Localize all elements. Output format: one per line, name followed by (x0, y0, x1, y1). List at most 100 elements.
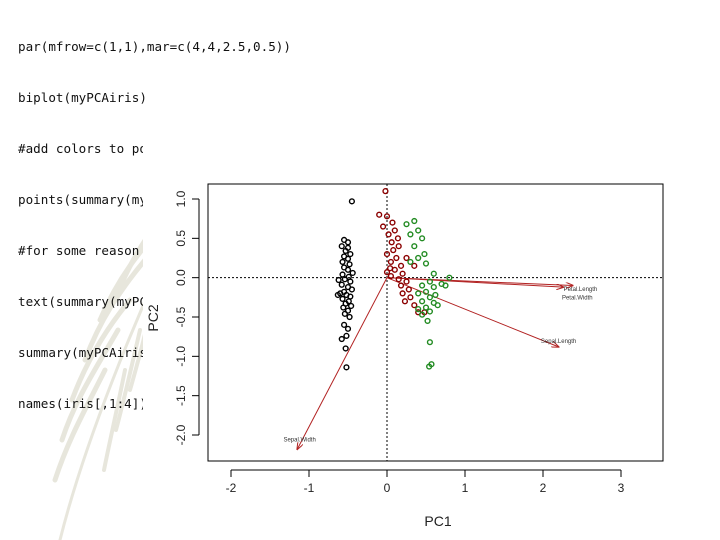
data-point-virginica (426, 339, 434, 346)
code-line: par(mfrow=c(1,1),mar=c(4,4,2.5,0.5)) (18, 39, 291, 54)
data-point-virginica (426, 308, 434, 315)
x-tick-label: -1 (304, 481, 315, 495)
data-point-virginica (422, 288, 430, 295)
data-point-virginica (411, 243, 418, 250)
data-point-setosa (344, 266, 352, 273)
data-point-setosa (349, 269, 356, 277)
data-point-versicolor (395, 276, 402, 283)
data-point-versicolor (380, 223, 387, 230)
data-point-versicolor (391, 227, 398, 234)
data-point-setosa (347, 250, 354, 258)
x-tick-label: 3 (618, 481, 625, 495)
data-point-versicolor (397, 262, 405, 269)
data-point-virginica (430, 284, 437, 291)
data-point-virginica (411, 217, 418, 225)
loading-arrow (386, 277, 559, 347)
data-point-versicolor (385, 231, 392, 238)
data-point-versicolor (383, 250, 391, 258)
loading-arrow (386, 277, 563, 287)
data-point-setosa (335, 276, 342, 284)
data-point-setosa (348, 286, 356, 293)
data-point-setosa (339, 258, 346, 266)
y-tick-label: -0.5 (174, 306, 188, 327)
data-point-virginica (415, 290, 422, 297)
data-point-setosa (348, 198, 356, 205)
loading-label: Petal.Width (562, 296, 593, 302)
data-point-versicolor (395, 243, 402, 250)
data-point-versicolor (389, 219, 396, 226)
data-point-virginica (415, 254, 422, 262)
data-point-versicolor (407, 294, 414, 301)
data-point-setosa (346, 313, 353, 321)
data-point-versicolor (403, 278, 410, 285)
data-point-setosa (344, 307, 352, 314)
data-point-virginica (426, 278, 434, 285)
data-point-setosa (343, 364, 350, 371)
data-point-virginica (415, 306, 422, 313)
data-point-versicolor (411, 302, 418, 309)
data-point-versicolor (388, 239, 395, 246)
data-point-setosa (338, 335, 345, 343)
data-point-versicolor (401, 298, 409, 305)
data-point-virginica (419, 298, 426, 305)
data-point-versicolor (399, 290, 406, 297)
data-point-virginica (430, 270, 437, 277)
data-point-versicolor (403, 254, 410, 262)
loading-arrow (297, 277, 388, 449)
y-tick-label: 0.0 (174, 269, 188, 286)
data-point-versicolor (411, 262, 418, 269)
data-point-virginica (403, 221, 410, 228)
data-point-setosa (344, 239, 352, 246)
y-tick-label: -1.0 (174, 346, 188, 367)
y-tick-label: -2.0 (174, 424, 188, 445)
data-point-setosa (342, 247, 349, 255)
data-point-setosa (346, 261, 353, 268)
data-point-virginica (407, 231, 414, 238)
data-point-versicolor (397, 282, 405, 289)
data-point-versicolor (405, 286, 412, 293)
data-point-virginica (442, 282, 449, 289)
data-point-versicolor (376, 211, 383, 218)
data-point-virginica (419, 282, 426, 289)
data-point-versicolor (383, 269, 391, 276)
data-point-virginica (422, 304, 430, 311)
data-point-setosa (339, 271, 346, 278)
data-point-virginica (419, 235, 426, 242)
pca-biplot: Petal.Length Petal.Width Sepal.Length Sepal… (145, 183, 664, 529)
loading-label: Sepal.Width (283, 437, 315, 443)
x-tick-label: 2 (540, 481, 547, 495)
x-tick-label: 0 (384, 481, 391, 495)
loading-label: Petal.Length (564, 287, 598, 293)
data-point-versicolor (394, 235, 402, 242)
data-point-versicolor (383, 213, 391, 220)
data-point-versicolor (387, 258, 395, 266)
data-point-setosa (343, 332, 350, 339)
data-point-virginica (434, 302, 441, 309)
data-point-virginica (426, 294, 434, 301)
data-point-setosa (342, 345, 349, 352)
x-axis-title: PC1 (424, 513, 451, 529)
data-point-virginica (424, 317, 431, 325)
data-point-setosa (348, 302, 355, 310)
data-point-setosa (344, 325, 352, 332)
y-tick-label: 1.0 (174, 190, 188, 207)
y-axis-title: PC2 (145, 304, 161, 331)
data-point-versicolor (390, 247, 397, 254)
data-point-virginica (415, 227, 422, 234)
code-line: biplot(myPCAiris) (18, 90, 147, 105)
data-point-setosa (341, 310, 348, 317)
data-point-versicolor (382, 188, 389, 195)
loading-label: Sepal.Length (541, 339, 576, 345)
y-tick-label: 0.5 (174, 230, 188, 247)
data-point-setosa (339, 295, 346, 303)
data-point-setosa (341, 321, 348, 328)
y-tick-label: -1.5 (174, 385, 188, 406)
data-point-virginica (446, 274, 453, 281)
x-tick-label: 1 (462, 481, 469, 495)
data-point-setosa (338, 243, 345, 250)
data-point-setosa (344, 255, 352, 262)
plot-frame (207, 183, 664, 462)
data-point-versicolor (387, 265, 394, 272)
data-point-virginica (426, 363, 433, 370)
data-point-versicolor (399, 270, 406, 277)
